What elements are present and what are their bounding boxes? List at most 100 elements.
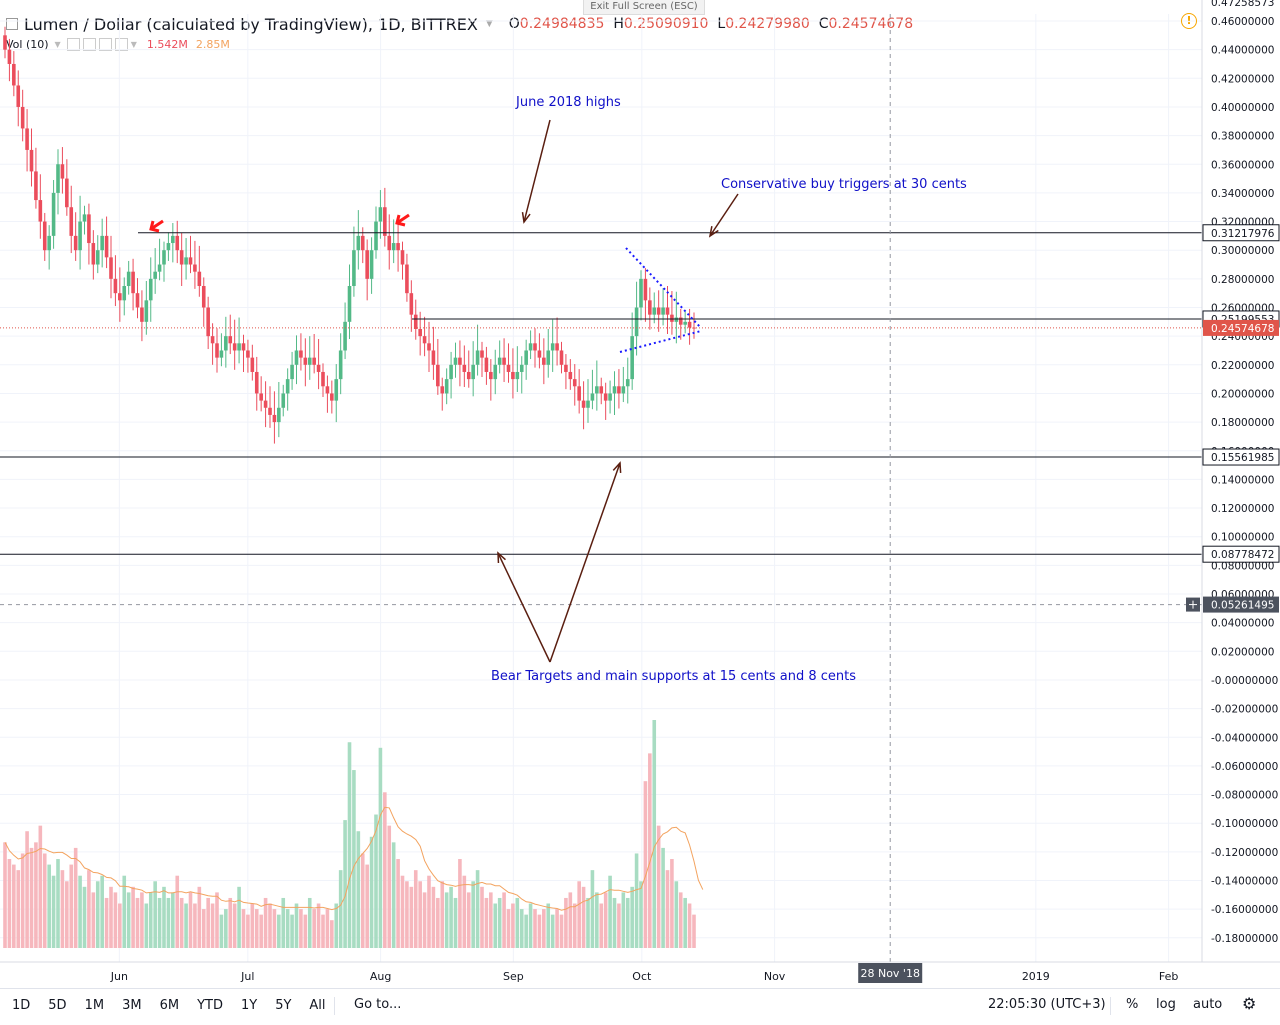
candle-body	[453, 357, 458, 365]
volume-bar	[360, 853, 365, 948]
annotation-bear-targets: Bear Targets and main supports at 15 cen…	[491, 669, 856, 684]
more-icon[interactable]: ▼	[130, 39, 137, 49]
volume-bar	[387, 825, 392, 948]
auto-scale-toggle[interactable]: auto	[1193, 997, 1223, 1012]
symbol-title[interactable]: Lumen / Dollar (calculated by TradingVie…	[24, 14, 478, 34]
collapse-icon[interactable]	[6, 18, 18, 30]
candle-body	[471, 364, 475, 380]
volume-bar	[634, 853, 639, 948]
candle-body	[69, 207, 74, 236]
candle-body	[87, 214, 91, 244]
candle-body	[550, 343, 555, 351]
log-scale-toggle[interactable]: log	[1156, 997, 1176, 1012]
volume-bar	[246, 914, 250, 948]
candle-body	[47, 235, 51, 251]
volume-indicator-label[interactable]: Vol (10)	[6, 37, 49, 51]
candle-body	[568, 371, 573, 380]
time-tick-label: Nov	[764, 970, 786, 983]
price-tick-label: 0.14000000	[1211, 474, 1274, 486]
price-tick-label: 0.10000000	[1211, 532, 1274, 544]
volume-bar	[171, 892, 175, 948]
goto-button[interactable]: Go to...	[354, 997, 402, 1012]
volume-bar	[268, 903, 272, 948]
candle-body	[219, 350, 224, 358]
timeframe-ytd[interactable]: YTD	[197, 997, 223, 1013]
volume-bar	[60, 870, 65, 948]
candle-body	[197, 271, 202, 287]
candle-body	[440, 386, 445, 394]
candle-body	[458, 357, 462, 365]
timeframe-5y[interactable]: 5Y	[275, 997, 292, 1013]
candle-body	[639, 278, 643, 308]
candle-body	[206, 307, 210, 337]
volume-bar	[250, 903, 255, 948]
warning-circle-icon[interactable]: !	[1181, 13, 1197, 29]
candle-body	[95, 250, 100, 265]
red-marker-right	[396, 213, 410, 225]
ohlc-high: H0.25090910	[613, 16, 709, 32]
time-tick-label: Aug	[370, 970, 391, 983]
volume-legend: Vol (10) ▼ ▼ 1.542M 2.85M	[6, 36, 230, 52]
candle-body	[599, 386, 604, 394]
volume-bar	[144, 903, 149, 948]
ohlc-low: L0.24279980	[717, 16, 810, 32]
volume-bar	[427, 875, 431, 948]
volume-bar	[312, 909, 316, 948]
arrow-june-highs-head	[521, 212, 531, 224]
volume-bar	[307, 897, 312, 948]
level-price-label: 0.15561985	[1211, 452, 1274, 464]
volume-bar	[272, 909, 277, 948]
timeframe-3m[interactable]: 3M	[122, 997, 142, 1013]
timeframe-5d[interactable]: 5D	[48, 997, 67, 1013]
volume-bar	[537, 914, 542, 948]
volume-bar	[224, 909, 228, 948]
volume-bar	[396, 859, 400, 948]
volume-bar	[383, 792, 387, 948]
annotation-buy-triggers: Conservative buy triggers at 30 cents	[721, 177, 967, 192]
candle-body	[542, 357, 546, 365]
volume-bar	[590, 870, 595, 948]
chevron-down-icon[interactable]: ▼	[485, 19, 493, 29]
percent-scale-toggle[interactable]: %	[1126, 997, 1139, 1012]
volume-bar	[316, 903, 321, 948]
candle-body	[687, 321, 692, 328]
volume-bar	[524, 914, 528, 948]
candle-body	[444, 379, 449, 394]
volume-bar	[374, 814, 378, 948]
volume-bar	[330, 920, 334, 948]
volume-bar	[568, 892, 573, 948]
candle-body	[497, 357, 502, 365]
volume-bar	[528, 903, 533, 948]
chevron-down-icon[interactable]: ▼	[54, 39, 61, 49]
candle-body	[422, 336, 427, 344]
timeframe-1y[interactable]: 1Y	[240, 997, 258, 1013]
candle-body	[91, 243, 96, 265]
volume-bar	[678, 892, 683, 948]
volume-bar	[515, 897, 520, 948]
candle-body	[16, 85, 21, 107]
timeframe-all[interactable]: All	[309, 997, 326, 1013]
timeframe-1d[interactable]: 1D	[12, 997, 31, 1013]
candle-body	[519, 364, 524, 372]
candle-body	[595, 386, 599, 394]
volume-bar	[232, 903, 237, 948]
gear-icon[interactable]: ⚙	[1242, 994, 1257, 1013]
divider	[334, 997, 335, 1015]
candle-body	[603, 393, 608, 401]
volume-bar	[519, 909, 524, 948]
candle-body	[307, 357, 312, 365]
crosshair-date-label: 28 Nov '18	[860, 967, 919, 980]
volume-bar	[263, 897, 268, 948]
volume-bar	[241, 909, 246, 948]
candle-body	[533, 343, 537, 351]
arrow-buy-triggers-head	[708, 226, 719, 238]
candle-body	[118, 293, 122, 301]
candle-body	[665, 307, 670, 315]
exit-fullscreen-button[interactable]: Exit Full Screen (ESC)	[583, 0, 705, 15]
volume-bar	[334, 903, 339, 948]
candle-body	[427, 343, 431, 351]
timeframe-1m[interactable]: 1M	[84, 997, 105, 1013]
volume-bar	[78, 875, 82, 948]
timeframe-6m[interactable]: 6M	[159, 997, 180, 1013]
